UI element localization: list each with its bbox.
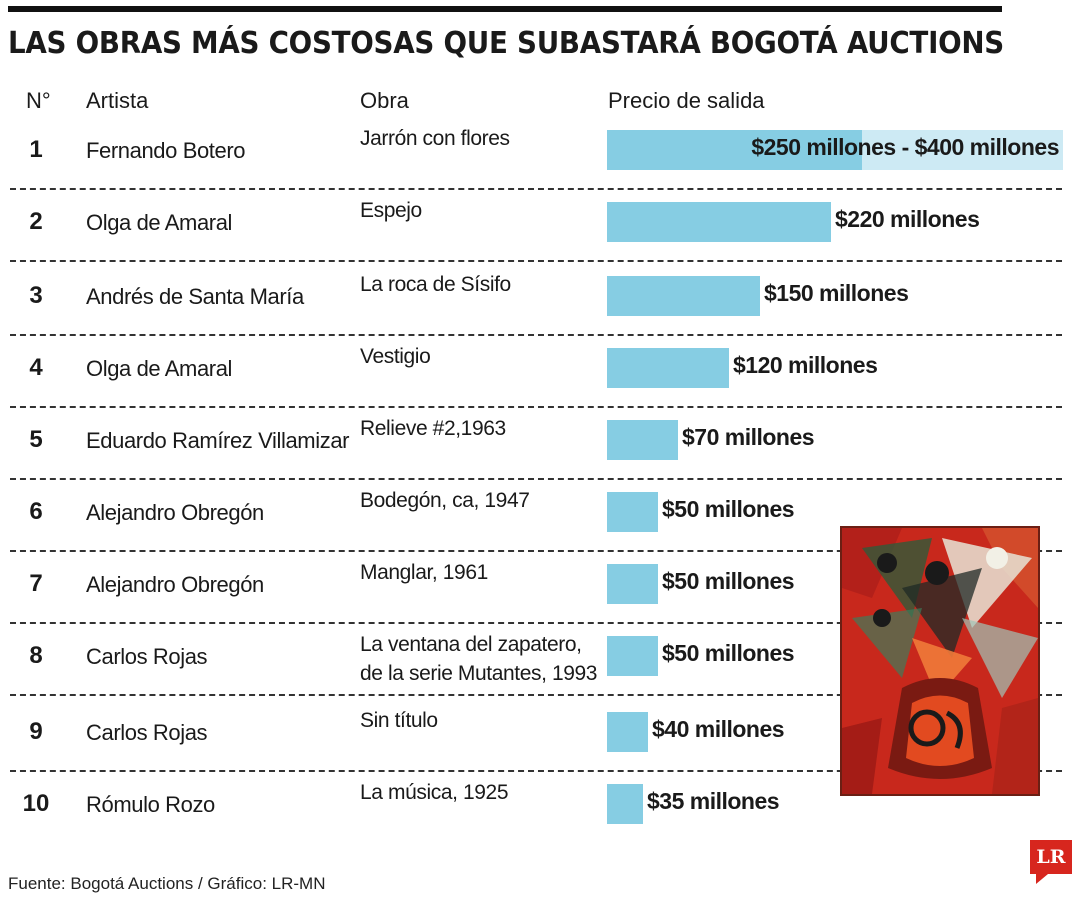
chart-title: LAS OBRAS MÁS COSTOSAS QUE SUBASTARÁ BOG… — [8, 26, 1004, 61]
row-separator — [10, 770, 1062, 772]
lr-logo: LR — [1030, 840, 1072, 874]
table-row: 2 Olga de Amaral Espejo $220 millones — [0, 188, 1080, 262]
row-number: 2 — [29, 208, 43, 235]
row-separator — [10, 334, 1062, 336]
artist-name: Alejandro Obregón — [86, 572, 264, 597]
price-label: $70 millones — [682, 424, 815, 450]
row-separator — [10, 694, 1062, 696]
price-label: $50 millones — [662, 640, 795, 666]
price-label: $150 millones — [764, 280, 909, 306]
artist-name: Olga de Amaral — [86, 356, 233, 381]
price-label: $50 millones — [662, 568, 795, 594]
work-title: La roca de Sísifo — [360, 273, 511, 296]
source-footer: Fuente: Bogotá Auctions / Gráfico: LR-MN — [8, 874, 326, 893]
artist-name: Rómulo Rozo — [86, 792, 215, 817]
artist-name: Fernando Botero — [86, 138, 246, 163]
work-title: Espejo — [360, 199, 422, 222]
artist-name: Eduardo Ramírez Villamizar — [86, 428, 350, 453]
work-title: Manglar, 1961 — [360, 561, 488, 584]
price-label: $35 millones — [647, 788, 780, 814]
artist-name: Alejandro Obregón — [86, 500, 264, 525]
row-number: 1 — [29, 136, 43, 163]
price-bar — [607, 564, 658, 604]
table-row: 6 Alejandro Obregón Bodegón, ca, 1947 $50 m… — [0, 478, 1080, 552]
table-row: 10 Rómulo Rozo La música, 1925 $35 millones — [0, 770, 1080, 842]
price-bar — [607, 492, 658, 532]
artist-name: Andrés de Santa María — [86, 284, 304, 309]
table-row: 7 Alejandro Obregón Manglar, 1961 $50 millo… — [0, 550, 1080, 624]
top-rule — [8, 6, 1002, 12]
header-artist: Artista — [86, 88, 149, 113]
row-separator — [10, 478, 1062, 480]
work-title: Relieve #2,1963 — [360, 417, 506, 440]
price-bar — [607, 348, 729, 388]
work-title: Sin título — [360, 709, 438, 732]
price-label: $40 millones — [652, 716, 785, 742]
row-number: 8 — [29, 642, 43, 669]
row-number: 6 — [29, 498, 43, 525]
table-row: 5 Eduardo Ramírez Villamizar Relieve #2,19… — [0, 406, 1080, 480]
row-separator — [10, 406, 1062, 408]
lr-logo-tail — [1036, 874, 1048, 884]
row-separator — [10, 550, 1062, 552]
painting-still-life-flowers-icon — [842, 528, 1038, 794]
price-bar — [607, 784, 643, 824]
artist-name: Carlos Rojas — [86, 644, 208, 669]
header-number: N° — [26, 88, 51, 113]
row-number: 10 — [22, 790, 50, 817]
work-title: La música, 1925 — [360, 781, 509, 804]
price-bar — [607, 130, 862, 170]
price-label: $50 millones — [662, 496, 795, 522]
price-bar — [607, 712, 648, 752]
row-separator — [10, 260, 1062, 262]
header-price: Precio de salida — [608, 88, 765, 113]
price-bar — [607, 202, 831, 242]
row-number: 4 — [29, 354, 43, 381]
price-bar — [607, 420, 678, 460]
table-row: 4 Olga de Amaral Vestigio $120 millones — [0, 334, 1080, 408]
row-number: 9 — [29, 718, 43, 745]
price-bar — [607, 636, 658, 676]
price-label: $120 millones — [733, 352, 878, 378]
artist-name: Carlos Rojas — [86, 720, 208, 745]
work-title: Bodegón, ca, 1947 — [360, 489, 530, 512]
row-number: 7 — [29, 570, 43, 597]
row-number: 3 — [29, 282, 43, 309]
table-row: 3 Andrés de Santa María La roca de Sísifo $… — [0, 262, 1080, 336]
row-separator — [10, 622, 1062, 624]
price-bar — [607, 276, 760, 316]
work-title: Vestigio — [360, 345, 431, 368]
table-row: 1 Fernando Botero Jarrón con flores $250 mi… — [0, 116, 1080, 190]
row-separator — [10, 188, 1062, 190]
header-work: Obra — [360, 88, 409, 113]
artist-name: Olga de Amaral — [86, 210, 233, 235]
table-row: 8 Carlos Rojas La ventana del zapatero, de… — [0, 622, 1080, 696]
table-row: 9 Carlos Rojas Sin título $40 millones — [0, 698, 1080, 772]
row-number: 5 — [29, 426, 43, 453]
price-label: $250 millones - $400 millones — [751, 134, 1059, 160]
price-label: $220 millones — [835, 206, 980, 232]
work-title: La ventana del zapatero, de la serie Mut… — [360, 633, 598, 685]
work-title: Jarrón con flores — [360, 127, 510, 150]
